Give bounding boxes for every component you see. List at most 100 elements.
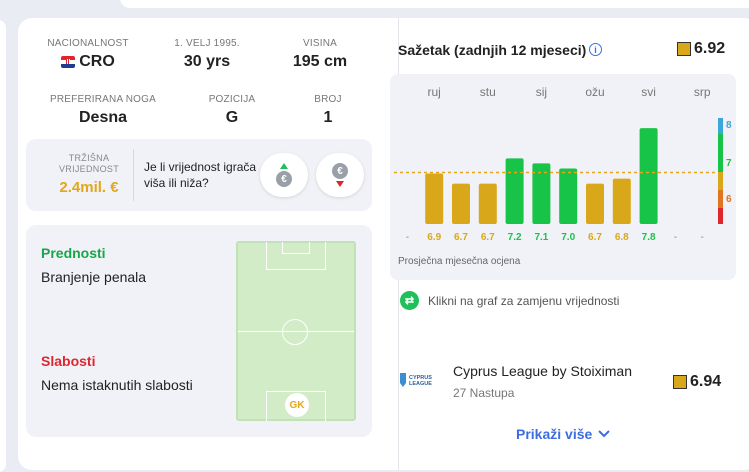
pitch-bottom-box (266, 391, 326, 421)
scale-weak (718, 190, 723, 208)
bar-value-label: - (701, 232, 704, 243)
chart-footnote: Prosječna mjesečna ocjena (398, 256, 521, 267)
nationality-label: NACIONALNOST (47, 38, 129, 49)
chart-bar (639, 128, 658, 224)
chart-bar (559, 168, 578, 224)
x-tick-label: svi (641, 85, 656, 99)
market-question: Je li vrijednost igrača viša ili niža? (144, 160, 257, 190)
chart-bar (586, 183, 604, 224)
swap-values-hint[interactable]: ⇄ Klikni na graf za zamjenu vrijednosti (400, 291, 619, 310)
bar-value-label: 7.1 (534, 232, 548, 243)
birthdate-label: 1. VELJ 1995. (174, 38, 240, 49)
x-tick-label: srp (694, 85, 711, 99)
foot-value: Desna (78, 109, 128, 126)
show-more-link[interactable]: Prikaži više (516, 426, 610, 442)
vote-lower-button[interactable]: € (316, 153, 364, 197)
league-rating: 6.94 (690, 373, 722, 390)
scale-mid (718, 172, 723, 190)
monthly-rating-chart[interactable]: - ruj 6.9 6.7 stu 6.7 7.2 sij 7.1 7.0 ožu 6.7 6.8 svi… (390, 74, 736, 280)
chart-bar (425, 173, 444, 224)
pitch-top-goal-area (282, 242, 310, 254)
market-value-label-1: TRŽIŠNA (68, 153, 110, 163)
swap-icon: ⇄ (400, 291, 419, 310)
bar-value-label: - (406, 232, 409, 243)
info-birthdate: 1. VELJ 1995. 30 yrs (144, 38, 270, 71)
chevron-down-icon (598, 430, 610, 438)
svg-text:CYPRUS: CYPRUS (409, 375, 432, 381)
info-position: POZICIJA G (174, 94, 290, 127)
swap-text: Klikni na graf za zamjenu vrijednosti (428, 293, 620, 308)
rating-square-icon (673, 375, 687, 389)
height-label: VISINA (303, 38, 337, 49)
bar-value-label: 7.2 (508, 232, 522, 243)
arrow-up-icon (280, 163, 288, 169)
foot-label: PREFERIRANA NOGA (50, 94, 156, 105)
age-value: 30 yrs (183, 53, 231, 70)
info-nationality: NACIONALNOST CRO (32, 38, 144, 71)
cyprus-league-logo: CYPRUS LEAGUE (400, 373, 432, 387)
chart-bar (478, 183, 497, 224)
bar-value-label: 6.7 (588, 232, 602, 243)
info-height: VISINA 195 cm (270, 38, 370, 71)
league-rating-badge: 6.94 (673, 373, 721, 391)
league-appearances: 27 Nastupa (453, 386, 515, 400)
arrow-down-icon (336, 181, 344, 187)
strengths-title: Prednosti (41, 245, 106, 261)
bar-value-label: 6.9 (427, 232, 441, 243)
chart-bar (505, 158, 524, 224)
goalkeeper-position-marker: GK (285, 393, 309, 417)
info-foot: PREFERIRANA NOGA Desna (32, 94, 174, 127)
vote-higher-button[interactable]: € (260, 153, 308, 197)
bar-value-label: 7.0 (561, 232, 575, 243)
show-more-label: Prikaži više (516, 426, 593, 442)
pitch-center-circle (282, 319, 308, 345)
x-tick-label: ožu (585, 85, 604, 99)
info-row-1: NACIONALNOST CRO 1. VELJ 1995. 30 yrs VI… (32, 38, 370, 71)
chart-bar (612, 178, 631, 224)
market-value-box: TRŽIŠNA VRIJEDNOST 2.4mil. € Je li vrije… (26, 139, 372, 211)
bar-value-label: 6.7 (481, 232, 495, 243)
scale-label: 7 (726, 158, 732, 169)
market-separator (133, 149, 134, 201)
strengths-text: Branjenje penala (41, 269, 147, 285)
bar-value-label: 6.8 (615, 232, 629, 243)
rating-square-icon (677, 42, 691, 56)
scale-label: 6 (726, 194, 732, 205)
chart-bar (452, 183, 470, 224)
bar-value-label: 7.8 (642, 232, 656, 243)
top-strip (120, 0, 749, 8)
league-name[interactable]: Cyprus League by Stoiximan (453, 363, 632, 379)
position-value: G (225, 109, 239, 126)
euro-coin-icon: € (332, 163, 348, 179)
position-label: POZICIJA (208, 94, 256, 105)
weaknesses-title: Slabosti (41, 353, 96, 369)
euro-coin-icon: € (276, 171, 292, 187)
weaknesses-text: Nema istaknutih slabosti (41, 377, 193, 393)
scale-label: 8 (726, 120, 732, 131)
left-card-edge (0, 20, 6, 472)
number-value: 1 (323, 109, 333, 126)
scale-good (718, 134, 723, 172)
nationality-value: CRO (79, 53, 115, 70)
info-row-2: PREFERIRANA NOGA Desna POZICIJA G BROJ 1 (32, 94, 366, 127)
chart-svg: - ruj 6.9 6.7 stu 6.7 7.2 sij 7.1 7.0 ožu 6.7 6.8 svi… (394, 85, 732, 243)
market-value-label-2: VRIJEDNOST (58, 164, 119, 174)
bar-value-label: - (674, 232, 677, 243)
info-number: BROJ 1 (290, 94, 366, 127)
pitch-diagram: GK (236, 241, 356, 421)
info-icon[interactable]: i (589, 43, 602, 56)
chart-bar (532, 163, 551, 224)
summary-rating-badge: 6.92 (677, 40, 725, 58)
strengths-weaknesses-box: Prednosti Branjenje penala Slabosti Nema… (26, 225, 372, 437)
x-tick-label: stu (480, 85, 496, 99)
x-tick-label: ruj (428, 85, 441, 99)
pitch-top-box (266, 242, 326, 270)
x-tick-label: sij (536, 85, 547, 99)
number-label: BROJ (314, 94, 342, 105)
bar-value-label: 6.7 (454, 232, 468, 243)
market-value: 2.4mil. € (59, 179, 119, 196)
svg-text:LEAGUE: LEAGUE (409, 381, 432, 387)
scale-poor (718, 208, 723, 224)
height-value: 195 cm (292, 53, 348, 70)
summary-title: Sažetak (zadnjih 12 mjeseci) (398, 42, 587, 58)
